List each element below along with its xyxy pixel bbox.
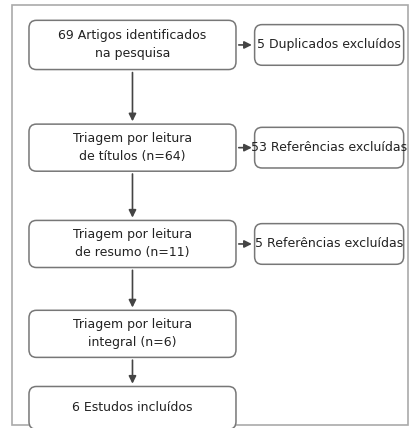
FancyBboxPatch shape — [29, 310, 235, 357]
FancyBboxPatch shape — [12, 5, 407, 425]
FancyBboxPatch shape — [254, 223, 403, 264]
FancyBboxPatch shape — [29, 220, 235, 268]
FancyBboxPatch shape — [29, 386, 235, 428]
Text: 69 Artigos identificados
na pesquisa: 69 Artigos identificados na pesquisa — [58, 30, 206, 60]
Text: Triagem por leitura
de resumo (n=11): Triagem por leitura de resumo (n=11) — [73, 229, 192, 259]
Text: Triagem por leitura
integral (n=6): Triagem por leitura integral (n=6) — [73, 318, 192, 349]
FancyBboxPatch shape — [254, 25, 403, 65]
FancyBboxPatch shape — [29, 20, 235, 70]
FancyBboxPatch shape — [254, 128, 403, 168]
Text: Triagem por leitura
de títulos (n=64): Triagem por leitura de títulos (n=64) — [73, 132, 192, 163]
Text: 6 Estudos incluídos: 6 Estudos incluídos — [72, 401, 192, 414]
Text: 5 Duplicados excluídos: 5 Duplicados excluídos — [256, 39, 400, 51]
Text: 53 Referências excluídas: 53 Referências excluídas — [250, 141, 406, 154]
FancyBboxPatch shape — [29, 124, 235, 171]
Text: 5 Referências excluídas: 5 Referências excluídas — [254, 238, 402, 250]
